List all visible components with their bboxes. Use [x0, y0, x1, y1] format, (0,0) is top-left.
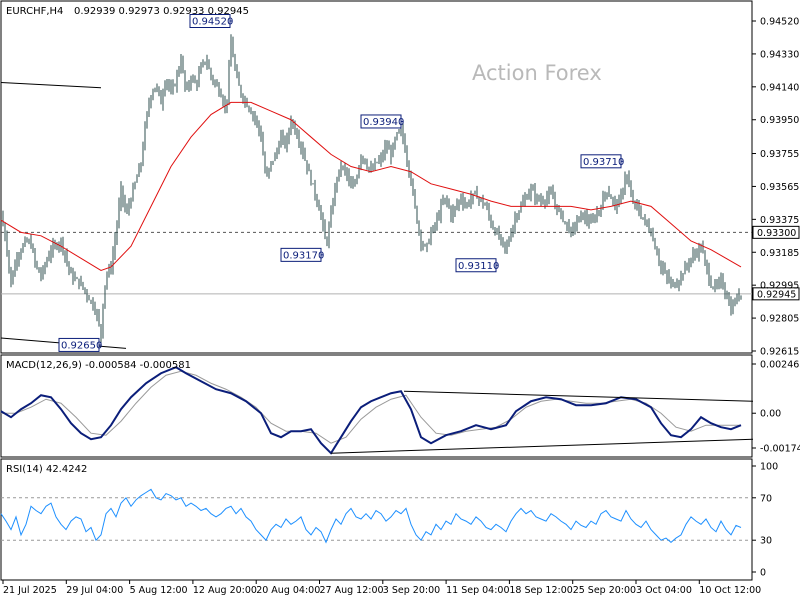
- macd-layer: [0, 366, 754, 455]
- moving-average-line: [0, 101, 742, 271]
- macd-trendline: [403, 390, 754, 402]
- macd-tick-label: 0.002463: [760, 360, 800, 371]
- rsi-tick-label: 70: [760, 493, 772, 504]
- time-tick-label: 12 Aug 20:00: [193, 585, 257, 596]
- macd-label: MACD(12,26,9) -0.000584 -0.000581: [6, 360, 191, 371]
- price-tick-label: 0.94330: [760, 49, 799, 60]
- axis-layer: 0.93300 0.92945 0.94520 0.94330 0.94140 0.939…: [2, 17, 800, 596]
- time-tick-label: 29 Jul 04:00: [66, 585, 123, 596]
- rsi-panel[interactable]: [0, 458, 753, 581]
- rsi-tick-label: 0: [760, 568, 766, 579]
- time-tick-label: 25 Sep 20:00: [573, 585, 636, 596]
- rsi-tick-label: 30: [760, 536, 772, 547]
- price-annotation: 0.93940: [363, 117, 404, 128]
- price-panel[interactable]: [0, 0, 753, 354]
- macd-line: [0, 366, 742, 455]
- rsi-layer: [0, 488, 752, 544]
- level-label: 0.92945: [757, 289, 796, 300]
- rsi-label: RSI(14) 42.4242: [6, 464, 87, 475]
- time-tick-label: 21 Jul 2025: [3, 585, 57, 596]
- rsi-line: [0, 488, 742, 544]
- chart-symbol: EURCHF,H4: [6, 6, 63, 17]
- macd-panel[interactable]: [0, 354, 753, 458]
- rsi-tick-label: 100: [760, 462, 778, 473]
- price-annotation: 0.94520: [192, 17, 233, 28]
- price-annotation: 0.93710: [583, 157, 624, 168]
- time-tick-label: 3 Oct 04:00: [636, 585, 692, 596]
- time-tick-label: 11 Sep 04:00: [446, 585, 509, 596]
- time-tick-label: 3 Sep 20:00: [383, 585, 440, 596]
- level-label-box: [752, 287, 800, 301]
- price-annotation: 0.92650: [61, 340, 102, 351]
- watermark: Action Forex: [472, 61, 602, 85]
- price-tick-label: 0.93565: [760, 182, 799, 193]
- price-tick-label: 0.92615: [760, 347, 799, 358]
- price-tick-label: 0.92805: [760, 314, 799, 325]
- price-annotation: 0.93170: [283, 250, 324, 261]
- level-label-box: [752, 225, 800, 239]
- price-tick-label: 0.93950: [760, 115, 799, 126]
- price-tick-label: 0.94520: [760, 17, 799, 28]
- macd-tick-label: 0.00: [760, 409, 781, 420]
- time-tick-label: 5 Aug 12:00: [130, 585, 188, 596]
- price-tick-label: 0.94140: [760, 82, 799, 93]
- price-tick-label: 0.93375: [760, 215, 799, 226]
- level-label: 0.93300: [757, 228, 796, 239]
- price-tick-label: 0.92995: [760, 281, 799, 292]
- time-tick-label: 18 Sep 12:00: [509, 585, 572, 596]
- price-tick-label: 0.93755: [760, 149, 799, 160]
- macd-tick-label: -0.00174: [760, 444, 800, 455]
- time-tick-label: 20 Aug 04:00: [256, 585, 320, 596]
- price-annotation: 0.93110: [458, 261, 499, 272]
- macd-signal-line: [1, 370, 741, 444]
- time-tick-label: 27 Aug 12:00: [320, 585, 384, 596]
- price-tick-label: 0.93185: [760, 248, 799, 259]
- trendline: [0, 81, 102, 89]
- time-tick-label: 10 Oct 12:00: [699, 585, 761, 596]
- chart-ohlc: 0.92939 0.92973 0.92933 0.92945: [74, 6, 249, 17]
- macd-trendline: [330, 438, 754, 454]
- price-layer: 0.92650 0.94520 0.93170 0.93940 0.93110 0.937…: [0, 14, 752, 352]
